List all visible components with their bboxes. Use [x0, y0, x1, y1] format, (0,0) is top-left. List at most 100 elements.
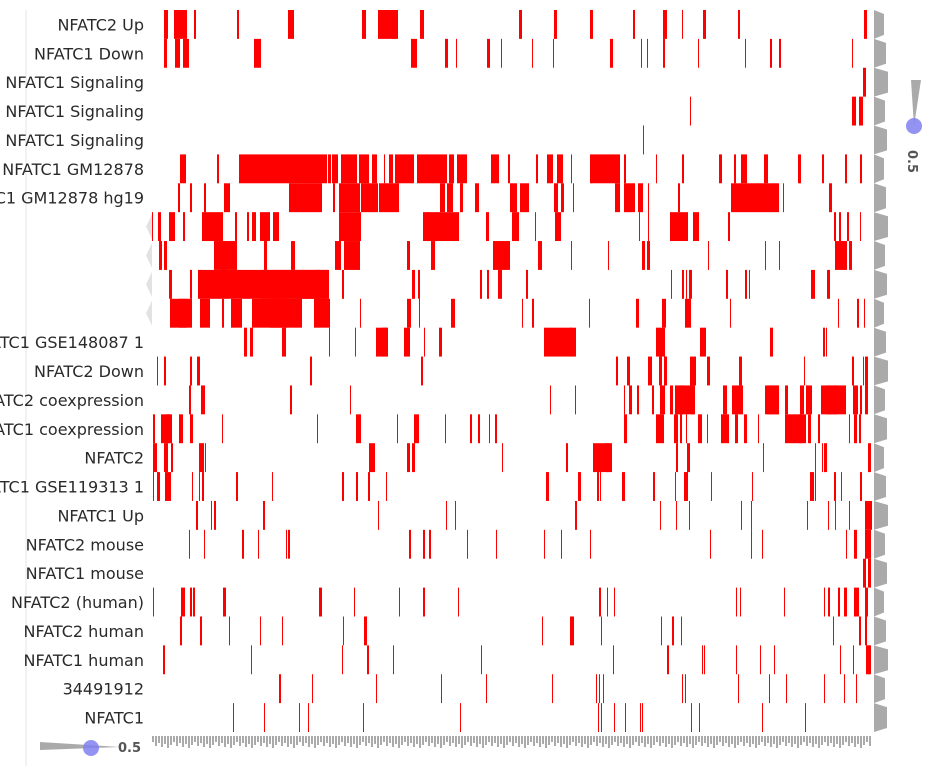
- column-strip-tick: [527, 736, 529, 745]
- column-dendrogram-strip[interactable]: [152, 736, 871, 748]
- heatmap-cell: [339, 183, 355, 213]
- column-strip-tick: [806, 736, 808, 746]
- heatmap-cell: [489, 414, 490, 444]
- heatmap-cell: [202, 443, 203, 473]
- column-strip-tick: [788, 736, 790, 743]
- column-strip-tick: [428, 736, 430, 746]
- heatmap-cell: [786, 674, 787, 704]
- heatmap-cell: [593, 443, 596, 473]
- heatmap-cell: [633, 10, 635, 39]
- heatmap-cell: [169, 212, 175, 242]
- heatmap-cell: [765, 241, 766, 270]
- heatmap-cell: [751, 500, 752, 530]
- heatmap-cell: [395, 154, 414, 184]
- column-strip-tick: [632, 736, 634, 745]
- column-strip-tick: [299, 736, 301, 742]
- heatmap-cell: [726, 269, 728, 299]
- column-strip-tick: [659, 736, 661, 746]
- column-strip-tick: [584, 736, 586, 744]
- heatmap-cell: [741, 154, 742, 184]
- heatmap-cell: [291, 241, 295, 270]
- column-strip-tick: [536, 736, 538, 743]
- heatmap-cell: [840, 645, 841, 675]
- heatmap-cell: [312, 674, 313, 704]
- column-strip-tick: [608, 736, 610, 748]
- heatmap-cell: [332, 154, 338, 184]
- row-slider-handle[interactable]: [906, 118, 922, 134]
- column-strip-tick: [761, 736, 763, 742]
- heatmap-cell: [451, 298, 455, 328]
- row-strip-segment: [874, 645, 888, 675]
- column-strip-tick: [770, 736, 772, 747]
- heatmap-cell: [224, 183, 230, 213]
- heatmap-cell: [824, 443, 827, 473]
- column-strip-tick: [242, 736, 244, 743]
- heatmap-cell: [315, 269, 329, 299]
- row-dendrogram-strip[interactable]: [146, 10, 888, 732]
- column-strip-tick: [236, 736, 238, 742]
- heatmap-cell: [689, 269, 692, 299]
- heatmap-cell: [153, 472, 154, 501]
- column-strip-tick: [557, 736, 559, 743]
- heatmap-cell: [421, 356, 423, 386]
- heatmap-cell: [670, 385, 673, 415]
- column-threshold-slider[interactable]: 0.5: [40, 740, 141, 756]
- heatmap-cell: [764, 154, 768, 184]
- column-strip-tick: [530, 736, 532, 742]
- heatmap-cell: [264, 241, 267, 270]
- heatmap-cell: [699, 703, 700, 732]
- heatmap-cell: [682, 10, 683, 39]
- column-strip-tick: [455, 736, 457, 747]
- heatmap-cell: [399, 587, 400, 617]
- column-strip-tick: [719, 736, 721, 742]
- heatmap-cell: [752, 472, 753, 501]
- heatmap-cell: [429, 529, 431, 559]
- heatmap-cell: [590, 10, 593, 39]
- heatmap-cell: [189, 529, 190, 559]
- heatmap-cell: [736, 587, 737, 617]
- heatmap-cell: [343, 616, 344, 646]
- heatmap-cell: [745, 269, 747, 299]
- heatmap-cell: [703, 10, 706, 39]
- heatmap-cell: [190, 183, 192, 213]
- heatmap-cell: [180, 154, 186, 184]
- heatmap-cell: [486, 212, 489, 242]
- heatmap-cell: [520, 183, 529, 213]
- heatmap-cell: [179, 298, 192, 328]
- heatmap-cell: [856, 674, 857, 704]
- heatmap-cell: [824, 327, 825, 357]
- column-strip-tick: [722, 736, 724, 746]
- heatmap-cell: [640, 703, 641, 732]
- column-strip-tick: [395, 736, 397, 744]
- heatmap-cell: [175, 38, 180, 68]
- heatmap-cell: [317, 414, 318, 444]
- heatmap-cell: [603, 674, 604, 704]
- column-strip-tick: [278, 736, 280, 742]
- heatmap-cell: [355, 183, 360, 213]
- heatmap-cell: [601, 616, 602, 646]
- column-strip-tick: [185, 736, 187, 744]
- column-strip-tick: [671, 736, 673, 748]
- column-strip-tick: [635, 736, 637, 742]
- heatmap-cell: [510, 183, 517, 213]
- heatmap-cells: [152, 10, 872, 732]
- column-strip-tick: [407, 736, 409, 746]
- column-strip-tick: [542, 736, 544, 744]
- heatmap-cell: [738, 674, 739, 704]
- heatmap-cell: [798, 154, 801, 184]
- heatmap-cell: [590, 529, 591, 559]
- column-slider-handle[interactable]: [83, 740, 99, 756]
- row-threshold-slider[interactable]: 0.5: [904, 80, 922, 173]
- heatmap-cell: [656, 414, 659, 444]
- heatmap-cell: [393, 645, 394, 675]
- heatmap-cell: [686, 269, 687, 299]
- column-strip-tick: [809, 736, 811, 743]
- heatmap-cell: [407, 241, 410, 270]
- column-strip-tick: [170, 736, 172, 745]
- column-strip-tick: [641, 736, 643, 743]
- heatmap-cell: [526, 269, 528, 299]
- column-strip-tick: [851, 736, 853, 743]
- heatmap-cell: [222, 414, 223, 444]
- heatmap-cell: [487, 269, 489, 299]
- heatmap-cell: [682, 269, 684, 299]
